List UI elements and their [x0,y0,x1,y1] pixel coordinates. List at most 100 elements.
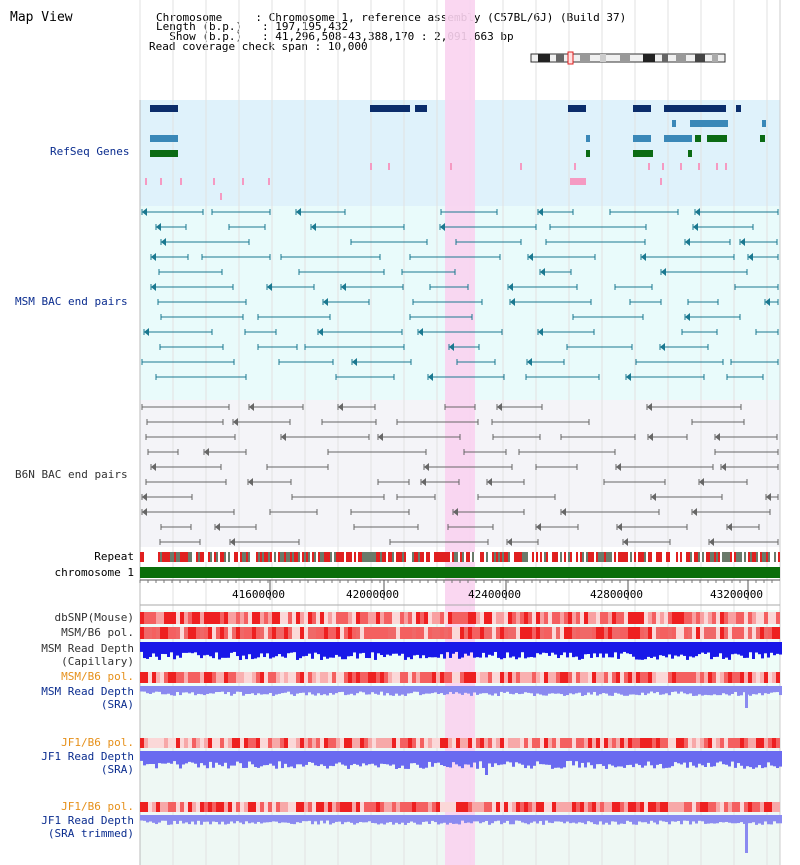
heat-cell [748,802,752,812]
bac-arrow [318,328,323,336]
depth-bar [707,686,710,696]
repeat-segment [422,552,424,562]
repeat-segment [488,552,490,562]
heat-cell [616,612,620,624]
depth-bar [245,686,248,694]
b6n-bac-label[interactable]: B6N BAC end pairs [15,468,128,481]
depth-bar [527,686,530,693]
depth-bar [488,751,491,764]
depth-bar [287,686,290,692]
heat-cell [548,802,552,812]
heat-cell [348,738,352,748]
repeat-segment [352,552,354,562]
repeat-segment [536,552,538,562]
heat-cell [280,738,284,748]
depth-bar [722,751,725,765]
heat-cell [336,802,340,812]
heat-cell [760,802,764,812]
depth-bar [695,815,698,824]
heat-cell [384,627,388,639]
depth-bar [206,642,209,655]
depth-bar [149,815,152,822]
depth-bar [632,642,635,657]
repeat-segment [696,552,698,562]
heat-cell [332,627,336,639]
depth-bar [701,686,704,696]
heat-cell [652,738,656,748]
heat-cell [620,627,624,639]
depth-bar [305,751,308,765]
heat-cell [152,738,156,748]
heat-cell [276,627,280,639]
repeat-segment [428,552,430,562]
heat-cell [272,738,276,748]
refseq-mark [680,163,682,170]
polymorphism-tracks [140,612,780,812]
bac-arrow [267,283,272,291]
depth-bar [401,815,404,823]
heat-cell [196,738,200,748]
refseq-mark [520,163,522,170]
heat-cell [580,802,584,812]
repeat-segment [742,552,744,562]
refseq-mark [160,178,162,185]
heat-cell [408,627,412,639]
depth-bar [290,686,293,695]
msm-bac-label[interactable]: MSM BAC end pairs [15,295,128,308]
depth-bar [377,751,380,768]
repeat-segment [700,552,702,562]
repeat-segment [290,552,292,562]
repeat-segment [294,552,296,562]
depth-bar [302,642,305,657]
depth-bar [209,815,212,825]
bac-arrow [440,223,445,231]
repeat-segment [688,552,690,562]
heat-cell [528,672,532,683]
depth-bar [578,815,581,823]
bac-arrow [338,403,343,411]
msm-depth-capillary-label: MSM Read Depth [41,642,134,655]
depth-bar [710,751,713,767]
depth-bar [401,686,404,695]
refseq-genes-label[interactable]: RefSeq Genes [50,145,130,158]
heat-cell [696,802,700,812]
depth-bar [236,642,239,657]
repeat-segment [278,552,280,562]
heat-cell [412,738,416,748]
heat-cell [548,672,552,683]
refseq-gene [762,120,766,127]
depth-bar [644,686,647,696]
depth-bar [599,815,602,822]
heat-cell [764,627,768,639]
heat-cell [284,672,288,683]
heat-cell [744,627,748,639]
heat-cell [236,802,240,812]
heat-cell [436,802,440,812]
depth-bar [746,751,749,767]
heat-cell [156,672,160,683]
heat-cell [452,738,456,748]
depth-bar [380,686,383,692]
heat-cell [724,627,728,639]
depth-bar [491,686,494,696]
repeat-segment [624,552,626,562]
depth-bar [173,642,176,660]
repeat-segment [386,552,388,562]
depth-bar [773,815,776,822]
depth-bar [260,686,263,695]
heat-cell [236,612,240,624]
depth-bar [140,751,143,761]
heat-cell [376,672,380,683]
repeat-segment [490,552,492,562]
bac-arrow [204,448,209,456]
heat-cell [208,738,212,748]
depth-bar [701,751,704,766]
heat-cell [228,802,232,812]
depth-bar [359,686,362,692]
depth-bar [374,642,377,660]
heat-cell [460,738,464,748]
depth-bar [677,751,680,764]
depth-bar [323,815,326,824]
depth-bar [590,815,593,823]
